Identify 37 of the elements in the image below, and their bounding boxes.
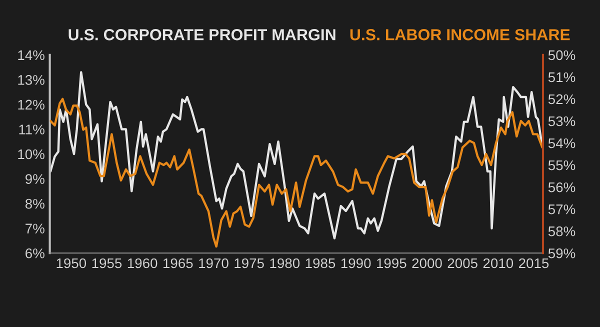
x-tick-label: 2015 — [519, 258, 549, 268]
x-tick-label: 1975 — [234, 258, 264, 268]
y2-tick-label: 54% — [548, 138, 576, 148]
line-series — [50, 71, 543, 240]
text: U.S. LABOR INCOME SHARE — [350, 29, 570, 40]
y2-tick-label: 55% — [548, 160, 576, 170]
text: U.S. CORPORATE PROFIT MARGIN — [68, 29, 336, 40]
x-tick-label: 1995 — [377, 258, 406, 268]
x-tick-label: 1985 — [306, 258, 336, 268]
x-tick-label: 2000 — [412, 258, 442, 268]
y2-tick-label: 57% — [548, 204, 576, 214]
y-tick-label: 13% — [18, 75, 44, 85]
x-tick-label: 2010 — [483, 258, 514, 268]
y2-tick-label: 53% — [548, 116, 576, 126]
line-series — [50, 98, 543, 248]
y-tick-label: 11% — [19, 124, 44, 134]
y2-tick-label: 50% — [548, 50, 576, 60]
y2-tick-label: 52% — [548, 94, 576, 104]
x-tick-label: 1955 — [92, 258, 122, 268]
y-tick-label: 10% — [18, 149, 44, 160]
x-tick-label: 1950 — [56, 258, 86, 268]
y-tick-label: 9% — [26, 174, 44, 184]
y-tick-label: 8% — [25, 198, 44, 209]
y-tick-label: 6% — [26, 248, 44, 258]
x-tick-label: 1980 — [270, 258, 300, 268]
y2-tick-label: 51% — [548, 72, 576, 82]
x-tick-label: 1970 — [199, 258, 228, 268]
y-tick-label: 12% — [18, 100, 44, 110]
y-tick-label: 14% — [18, 50, 44, 60]
x-tick-label: 2005 — [448, 258, 478, 268]
x-tick-label: 1960 — [128, 258, 158, 268]
y2-tick-label: 59% — [548, 248, 576, 258]
y-tick-label: 7% — [26, 224, 44, 234]
x-tick-label: 1965 — [164, 258, 193, 268]
x-tick-label: 1990 — [341, 258, 371, 268]
y2-tick-label: 56% — [548, 182, 576, 192]
y2-tick-label: 58% — [548, 226, 576, 236]
